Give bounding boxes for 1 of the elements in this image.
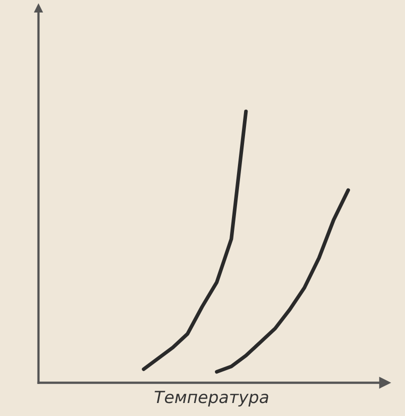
x-axis-title: Температура [154,390,268,406]
